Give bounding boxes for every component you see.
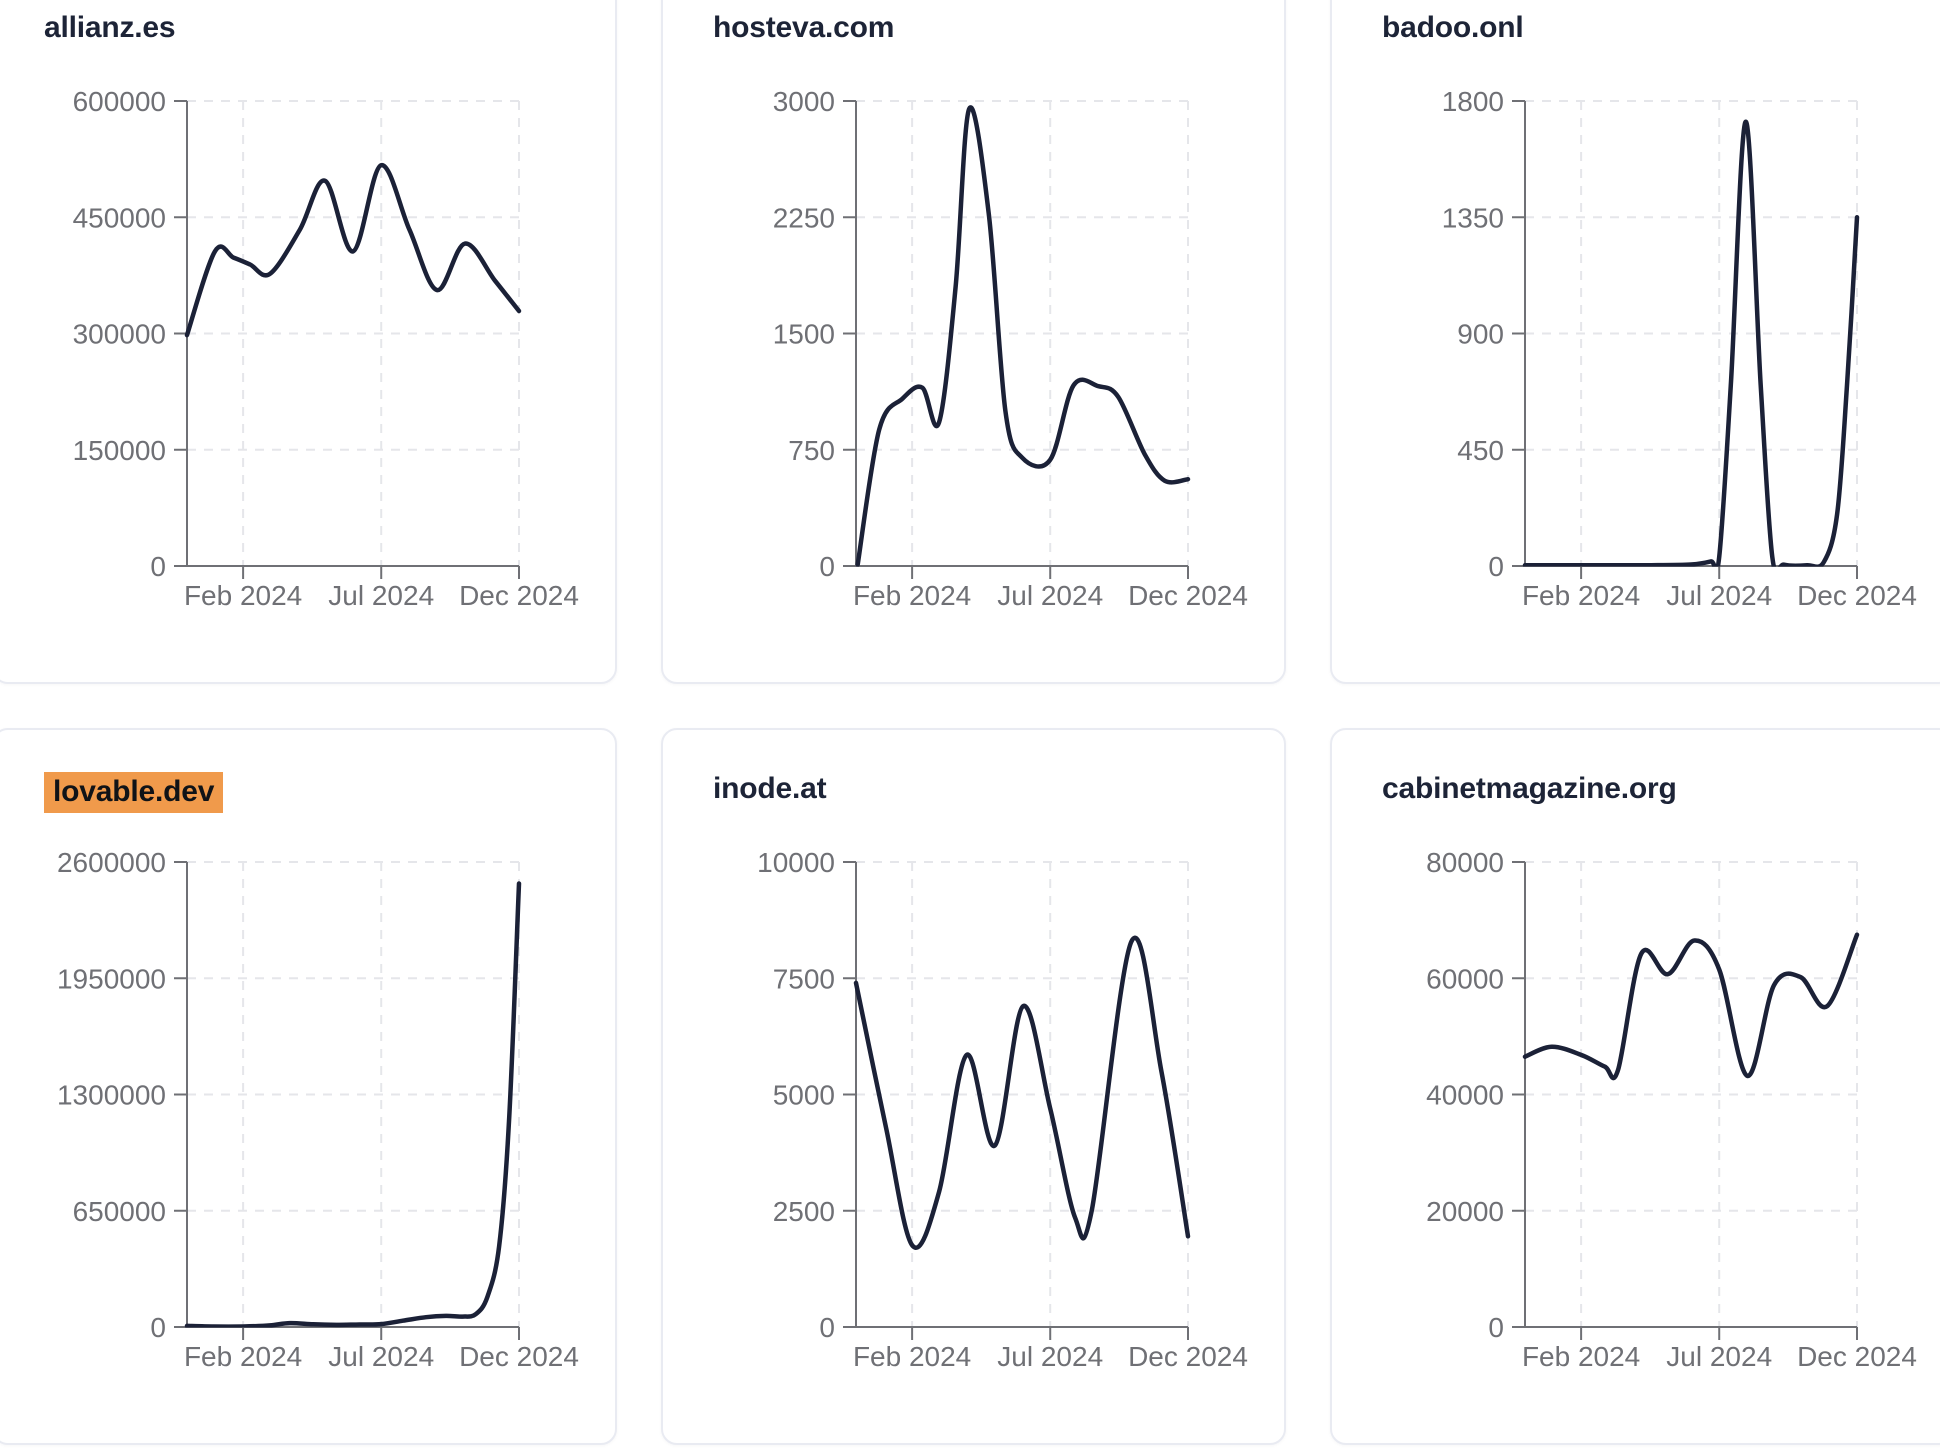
series-line xyxy=(853,935,1191,1250)
series-line xyxy=(855,105,1191,567)
svg-text:Feb 2024: Feb 2024 xyxy=(853,580,971,611)
chart-title: inode.at xyxy=(713,772,827,806)
svg-text:0: 0 xyxy=(150,551,166,582)
svg-text:Feb 2024: Feb 2024 xyxy=(184,580,302,611)
svg-text:1300000: 1300000 xyxy=(57,1080,166,1111)
svg-text:60000: 60000 xyxy=(1426,963,1504,994)
svg-text:0: 0 xyxy=(819,551,835,582)
chart-title-text: inode.at xyxy=(713,772,827,805)
svg-text:1800: 1800 xyxy=(1442,86,1504,117)
series-line xyxy=(184,881,522,1328)
svg-text:Dec 2024: Dec 2024 xyxy=(1797,1341,1917,1372)
chart-title: badoo.onl xyxy=(1382,11,1524,45)
svg-text:Jul 2024: Jul 2024 xyxy=(1666,1341,1772,1372)
svg-text:650000: 650000 xyxy=(73,1196,166,1227)
line-chart-svg: 0 750 1500 2250 3000 Feb 2024 Jul 2024 Dec 2024 xyxy=(773,86,1248,611)
svg-text:0: 0 xyxy=(1488,551,1504,582)
svg-text:600000: 600000 xyxy=(73,86,166,117)
svg-text:2500: 2500 xyxy=(773,1196,835,1227)
line-chart-svg: 0 150000 300000 450000 600000 Feb 2024 Jul 202… xyxy=(73,86,579,611)
chart-card-allianz-es: allianz.es 0 150000 300000 450000 600000 Feb … xyxy=(0,0,617,684)
chart-title: allianz.es xyxy=(44,11,176,45)
svg-text:40000: 40000 xyxy=(1426,1080,1504,1111)
svg-text:Dec 2024: Dec 2024 xyxy=(1128,1341,1248,1372)
chart-title: lovable.dev xyxy=(44,772,224,813)
chart-card-cabinetmagazine-org: cabinetmagazine.org 0 20000 40000 60000 8000… xyxy=(1330,728,1940,1445)
svg-text:2600000: 2600000 xyxy=(57,847,166,878)
svg-text:Dec 2024: Dec 2024 xyxy=(1128,580,1248,611)
svg-text:Feb 2024: Feb 2024 xyxy=(853,1341,971,1372)
svg-text:Jul 2024: Jul 2024 xyxy=(1666,580,1772,611)
svg-text:1500: 1500 xyxy=(773,319,835,350)
line-chart-svg: 0 20000 40000 60000 80000 Feb 2024 Jul 2024 Dec… xyxy=(1426,847,1917,1372)
svg-text:300000: 300000 xyxy=(73,319,166,350)
svg-text:0: 0 xyxy=(819,1312,835,1343)
line-chart-svg: 0 450 900 1350 1800 Feb 2024 Jul 2024 Dec 2024 xyxy=(1442,86,1917,611)
svg-text:5000: 5000 xyxy=(773,1080,835,1111)
series-line xyxy=(1522,119,1860,567)
chart-card-inode-at: inode.at 0 2500 5000 7500 10000 Feb 2024 Jul 2… xyxy=(661,728,1286,1445)
svg-text:80000: 80000 xyxy=(1426,847,1504,878)
chart-title: cabinetmagazine.org xyxy=(1382,772,1677,806)
line-chart-svg: 0 2500 5000 7500 10000 Feb 2024 Jul 2024 Dec 20… xyxy=(757,847,1248,1372)
chart-title-text: badoo.onl xyxy=(1382,11,1524,44)
svg-text:Dec 2024: Dec 2024 xyxy=(459,580,579,611)
svg-text:20000: 20000 xyxy=(1426,1196,1504,1227)
chart-card-badoo-onl: badoo.onl 0 450 900 1350 1800 Feb 2024 Jul 202… xyxy=(1330,0,1940,684)
chart-title: hosteva.com xyxy=(713,11,894,45)
svg-text:Jul 2024: Jul 2024 xyxy=(997,1341,1103,1372)
svg-text:7500: 7500 xyxy=(773,963,835,994)
line-chart-svg: 0 650000 1300000 1950000 2600000 Feb 2024 Jul … xyxy=(57,847,579,1372)
svg-text:Jul 2024: Jul 2024 xyxy=(328,580,434,611)
svg-text:3000: 3000 xyxy=(773,86,835,117)
svg-text:10000: 10000 xyxy=(757,847,835,878)
chart-title-text: allianz.es xyxy=(44,11,176,44)
svg-text:0: 0 xyxy=(1488,1312,1504,1343)
chart-title-text: hosteva.com xyxy=(713,11,895,44)
svg-text:Dec 2024: Dec 2024 xyxy=(1797,580,1917,611)
svg-text:Jul 2024: Jul 2024 xyxy=(328,1341,434,1372)
chart-card-lovable-dev: lovable.dev 0 650000 1300000 1950000 2600000… xyxy=(0,728,617,1445)
svg-text:Feb 2024: Feb 2024 xyxy=(184,1341,302,1372)
svg-text:Feb 2024: Feb 2024 xyxy=(1522,1341,1640,1372)
chart-title-text-highlighted: lovable.dev xyxy=(44,772,224,813)
svg-text:1350: 1350 xyxy=(1442,202,1504,233)
svg-text:450: 450 xyxy=(1457,435,1504,466)
svg-text:900: 900 xyxy=(1457,319,1504,350)
chart-card-hosteva-com: hosteva.com 0 750 1500 2250 3000 Feb 2024 Jul … xyxy=(661,0,1286,684)
svg-text:Jul 2024: Jul 2024 xyxy=(997,580,1103,611)
series-line xyxy=(184,163,522,338)
svg-text:150000: 150000 xyxy=(73,435,166,466)
svg-text:750: 750 xyxy=(788,435,835,466)
svg-text:Feb 2024: Feb 2024 xyxy=(1522,580,1640,611)
svg-text:1950000: 1950000 xyxy=(57,963,166,994)
series-line xyxy=(1522,932,1860,1081)
svg-text:0: 0 xyxy=(150,1312,166,1343)
svg-text:450000: 450000 xyxy=(73,202,166,233)
svg-text:2250: 2250 xyxy=(773,202,835,233)
chart-title-text: cabinetmagazine.org xyxy=(1382,772,1677,805)
svg-text:Dec 2024: Dec 2024 xyxy=(459,1341,579,1372)
